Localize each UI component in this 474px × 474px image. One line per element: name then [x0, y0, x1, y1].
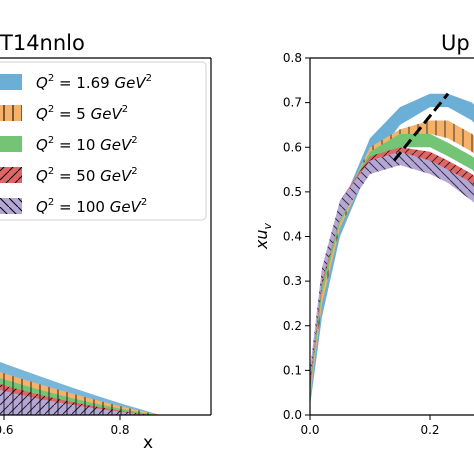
legend-equals: = 10: [54, 136, 100, 154]
legend-label-5: Q2 = 100 GeV2: [36, 197, 147, 216]
right-y-tick-label-7: 0.7: [283, 96, 302, 110]
right-band-5: [310, 151, 474, 384]
legend-label-4: Q2 = 50 GeV2: [36, 166, 138, 185]
legend-q-superscript: 2: [48, 166, 54, 177]
legend-equals: = 100: [54, 198, 110, 216]
right-x-ticks: 0.0 0.2: [300, 415, 440, 437]
legend-unit-superscript: 2: [146, 73, 152, 84]
legend-q-superscript: 2: [48, 73, 54, 84]
legend-unit: GeV: [110, 198, 143, 216]
right-y-tick-label-0: 0.0: [283, 408, 302, 422]
legend-label-1: Q2 = 1.69 GeV2: [36, 73, 152, 92]
legend-unit: GeV: [100, 136, 133, 154]
legend-q-superscript: 2: [48, 104, 54, 115]
legend-swatch-hatch-4: [0, 167, 22, 183]
legend-swatch-hatch-5: [0, 198, 22, 214]
right-y-axis-label: xuv: [252, 222, 274, 250]
legend-equals: = 1.69: [54, 74, 114, 92]
right-band-hatch-5: [310, 151, 474, 384]
right-y-tick-label-1: 0.1: [283, 363, 302, 377]
legend-label-3: Q2 = 10 GeV2: [36, 135, 138, 154]
legend-q-symbol: Q: [36, 198, 48, 216]
legend-unit: GeV: [114, 74, 147, 92]
legend-q-symbol: Q: [36, 167, 48, 185]
legend-equals: = 5: [54, 105, 90, 123]
right-y-tick-label-6: 0.6: [283, 140, 302, 154]
legend-q-symbol: Q: [36, 105, 48, 123]
legend-unit: GeV: [91, 105, 124, 123]
right-bands: [310, 93, 474, 407]
right-y-tick-label-8: 0.8: [283, 51, 302, 65]
legend-unit-superscript: 2: [122, 104, 128, 115]
right-y-label-sub: v: [261, 222, 274, 229]
right-x-tick-label-0: 0.0: [300, 423, 319, 437]
right-y-tick-label-4: 0.4: [283, 230, 302, 244]
left-tail-bands: [0, 362, 160, 415]
right-y-tick-label-3: 0.3: [283, 274, 302, 288]
right-y-ticks: 0.0 0.1 0.2 0.3 0.4 0.5 0.6 0.7 0.8: [283, 51, 310, 422]
left-x-axis-label: x: [143, 433, 153, 453]
legend-unit-superscript: 2: [131, 135, 137, 146]
right-y-tick-label-5: 0.5: [283, 185, 302, 199]
legend-q-superscript: 2: [48, 135, 54, 146]
legend-swatch-1: [0, 74, 22, 90]
legend-box: [0, 61, 207, 221]
legend-q-superscript: 2: [48, 197, 54, 208]
legend-equals: = 50: [54, 167, 100, 185]
legend-unit-superscript: 2: [131, 166, 137, 177]
right-x-tick-label-1: 0.2: [420, 423, 439, 437]
right-panel-title: Up: [441, 31, 470, 55]
right-band-hatch-4: [310, 147, 474, 389]
right-y-tick-label-2: 0.2: [283, 319, 302, 333]
left-panel-title: T14nnlo: [0, 31, 85, 55]
right-panel: Up 0.0 0.1 0.2 0.3 0.4 0.5 0.6 0.7 0.8 0.0 0.2 xu…: [252, 31, 474, 437]
legend-unit-superscript: 2: [141, 197, 147, 208]
dashed-reference-line: [392, 92, 450, 162]
legend-q-symbol: Q: [36, 74, 48, 92]
legend-q-symbol: Q: [36, 136, 48, 154]
right-y-label-main: xu: [252, 229, 271, 250]
legend-unit: GeV: [100, 167, 133, 185]
legend-swatch-hatch-2: [0, 105, 22, 121]
left-x-tick-label-2: 0.8: [110, 423, 129, 437]
legend-swatch-3: [0, 136, 22, 152]
legend-label-2: Q2 = 5 GeV2: [36, 104, 128, 123]
left-tail-hatch-2: [0, 384, 150, 415]
left-x-tick-label-1: 0.6: [0, 423, 14, 437]
